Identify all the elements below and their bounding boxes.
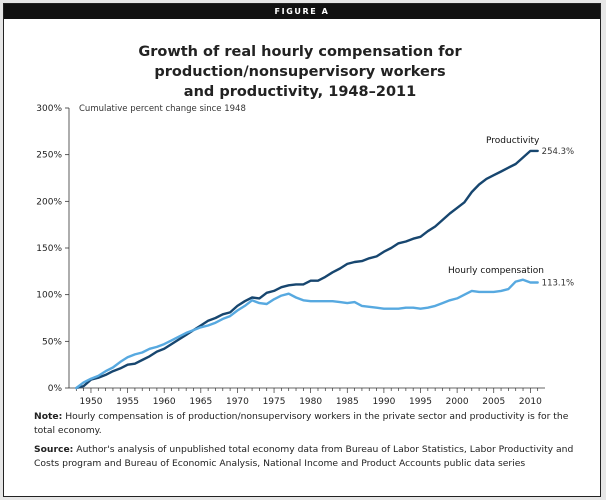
y-tick-label: 50% (42, 337, 62, 347)
x-tick-label: 1950 (80, 397, 103, 407)
chart-series (75, 149, 539, 390)
note-text: Hourly compensation is of production/non… (34, 411, 569, 436)
x-tick-label: 1985 (336, 397, 359, 407)
y-tick-label: 200% (36, 197, 62, 207)
x-tick-label: 1995 (409, 397, 432, 407)
x-tick-label: 2005 (482, 397, 505, 407)
x-tick-label: 1980 (299, 397, 322, 407)
figure-banner: FIGURE A (4, 4, 600, 19)
x-tick-label: 1960 (153, 397, 176, 407)
y-axis-label: Cumulative percent change since 1948 (79, 104, 246, 114)
compensation-end-label: 113.1% (542, 279, 574, 289)
x-tick-label: 1955 (116, 397, 139, 407)
x-tick-label: 2010 (519, 397, 542, 407)
chart-title: Growth of real hourly compensation for p… (30, 42, 570, 102)
figure-notes: Note: Hourly compensation is of producti… (34, 410, 574, 476)
source-text: Author's analysis of unpublished total e… (34, 444, 574, 469)
chart-title-line-2: and productivity, 1948–2011 (183, 84, 417, 100)
y-tick-label: 0% (48, 384, 63, 394)
y-tick-label: 150% (36, 244, 62, 254)
note: Note: Hourly compensation is of producti… (34, 410, 574, 438)
productivity-end-label: 254.3% (542, 147, 574, 157)
chart-title-line-1: Growth of real hourly compensation for p… (138, 44, 462, 80)
compensation-line (75, 278, 539, 390)
compensation-series-label: Hourly compensation (448, 266, 544, 276)
productivity-line (75, 149, 539, 390)
chart-axes: 0% 50% 100% 150% 200% 250% 300% 1950 1955 1960 196… (36, 104, 545, 407)
y-tick-label: 250% (36, 151, 62, 161)
x-tick-label: 2000 (446, 397, 469, 407)
chart-labels: Cumulative percent change since 1948 254.… (79, 104, 574, 289)
x-tick-label: 1965 (189, 397, 212, 407)
y-tick-label: 100% (36, 291, 62, 301)
note-label: Note: (34, 411, 63, 422)
y-tick-label: 300% (36, 104, 62, 114)
x-tick-label: 1970 (226, 397, 249, 407)
source: Source: Author's analysis of unpublished… (34, 443, 574, 471)
figure-frame: FIGURE A (3, 3, 601, 497)
productivity-series-label: Productivity (486, 136, 540, 146)
source-label: Source: (34, 444, 74, 455)
x-tick-label: 1990 (372, 397, 395, 407)
x-tick-label: 1975 (263, 397, 286, 407)
